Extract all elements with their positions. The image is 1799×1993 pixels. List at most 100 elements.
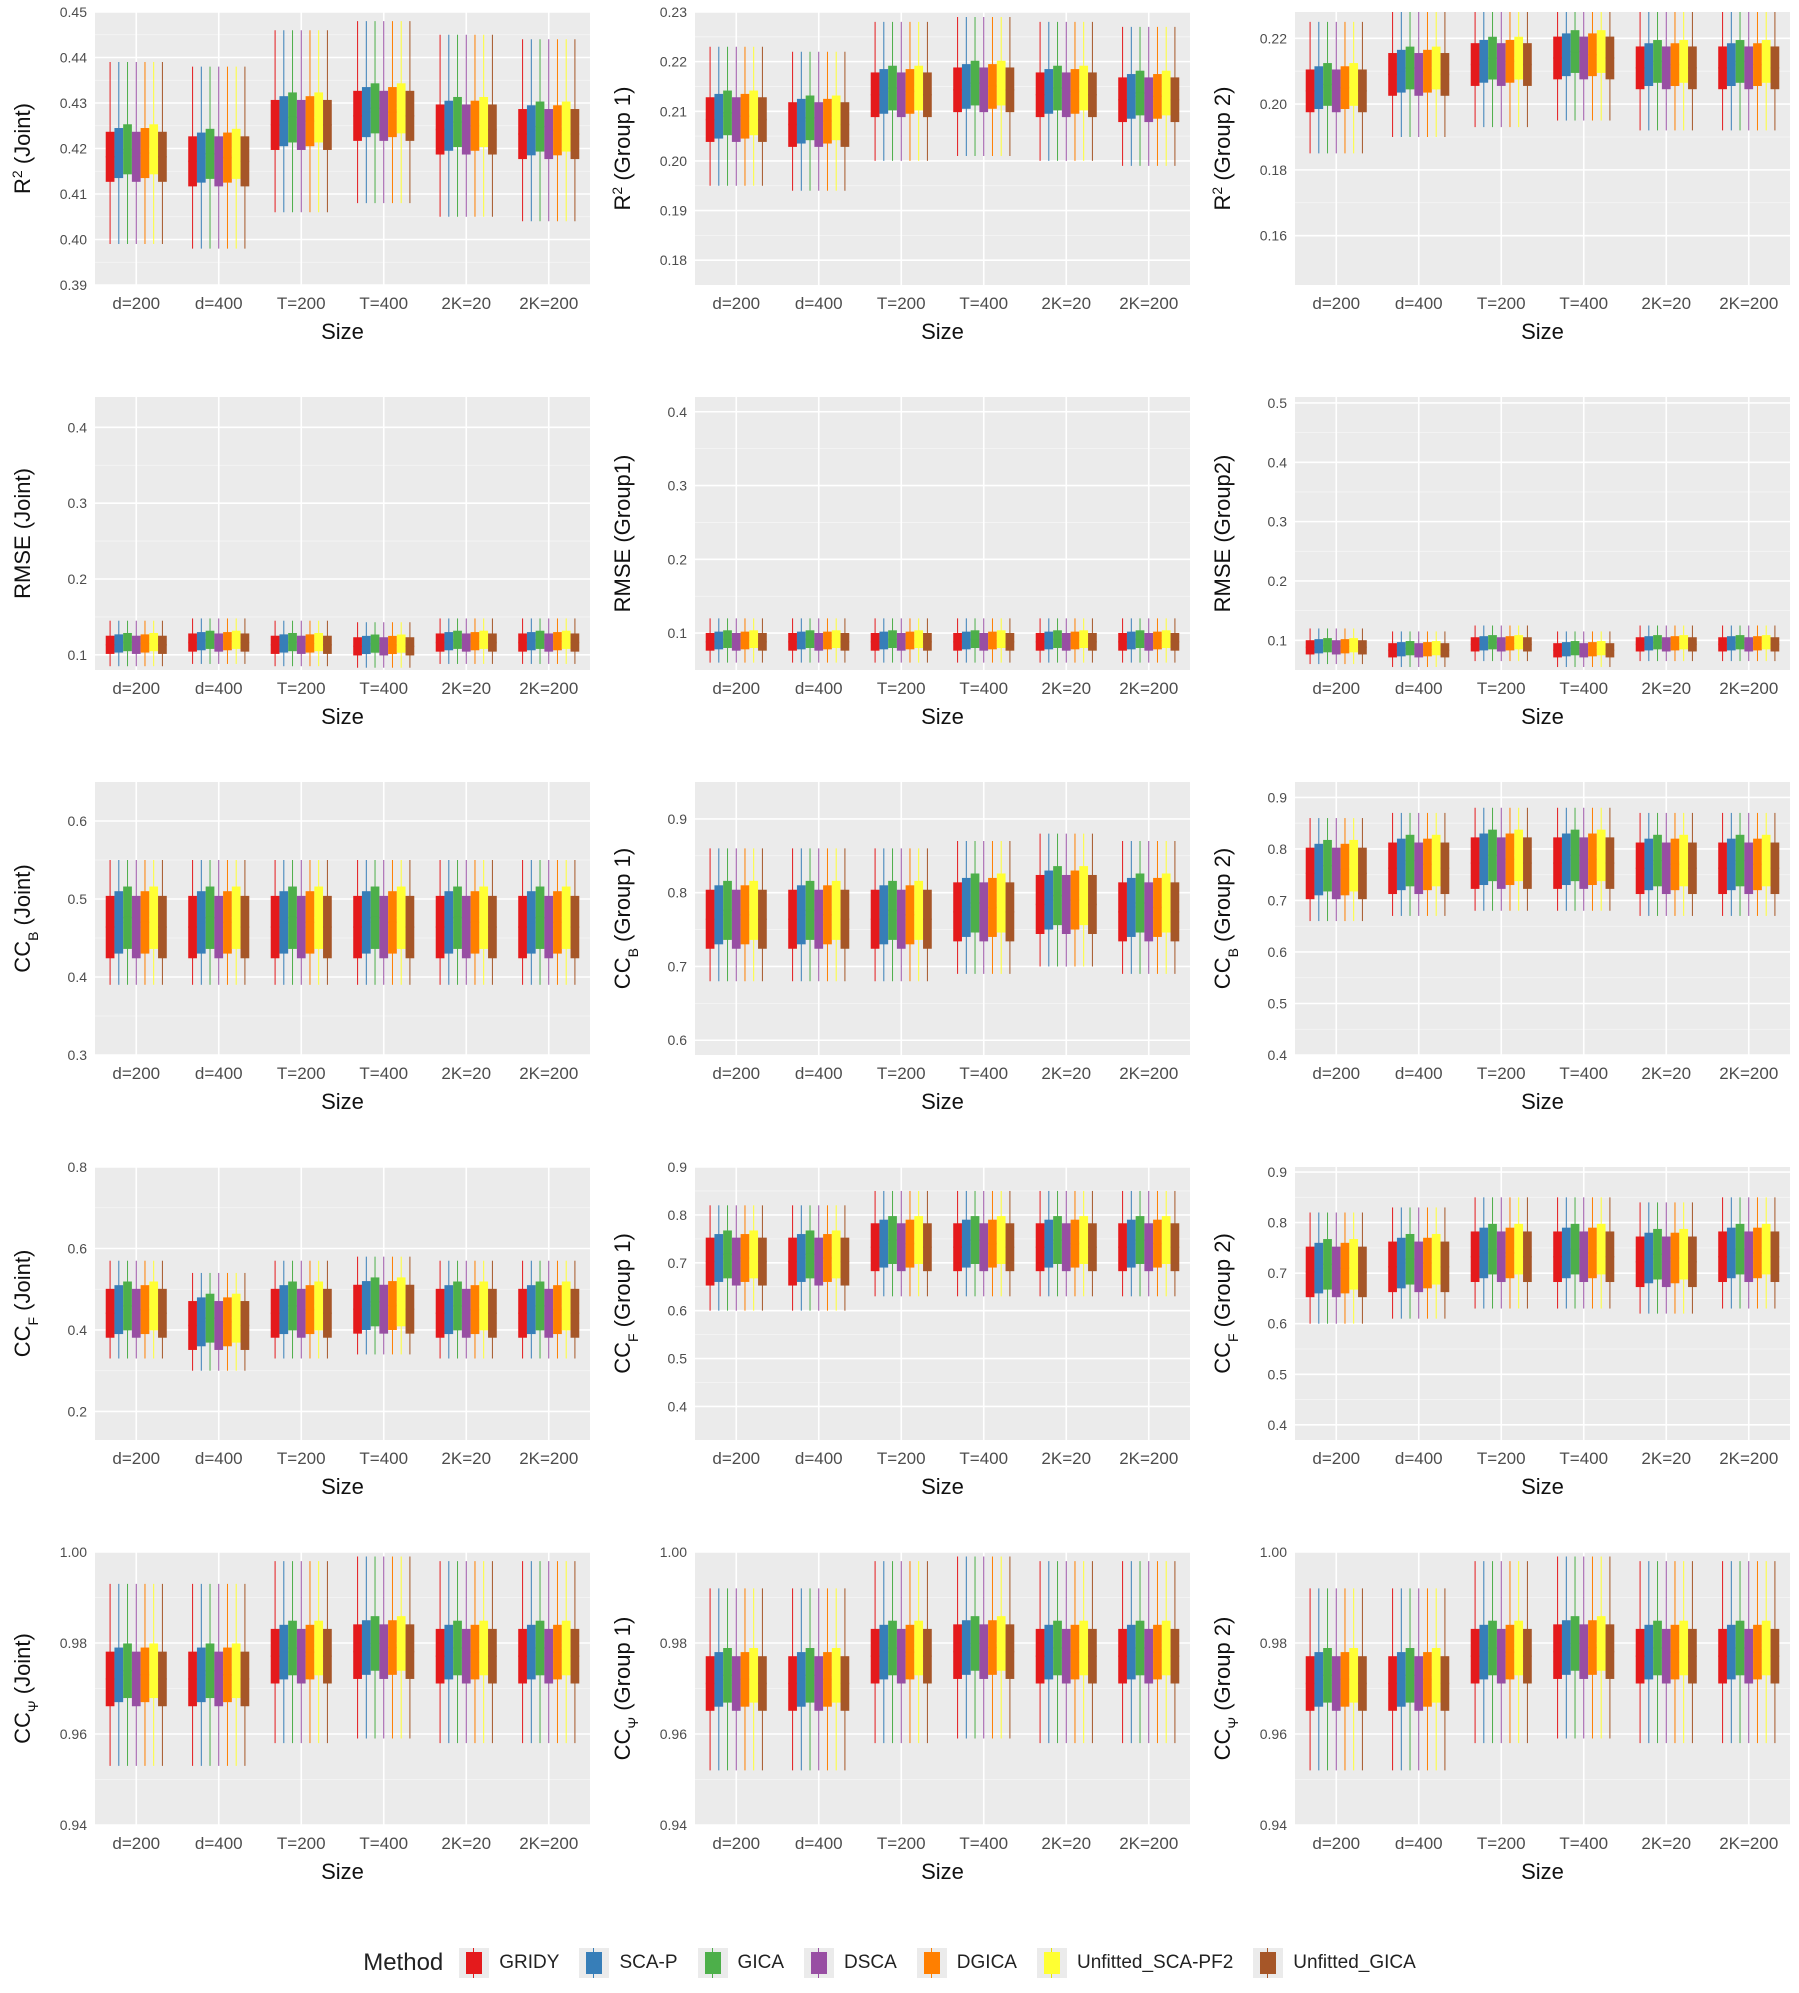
x-axis-title: Size (321, 1859, 364, 1884)
x-tick-label: 2K=200 (519, 679, 578, 698)
y-tick-label: 0.7 (1268, 1265, 1288, 1281)
y-axis-title: RMSE (Group2) (1210, 455, 1235, 613)
legend-key-swatch (1043, 1952, 1060, 1974)
y-tick-label: 0.5 (668, 1351, 688, 1367)
y-tick-label: 0.94 (60, 1817, 87, 1833)
x-tick-label: 2K=200 (1119, 1834, 1178, 1853)
x-tick-label: 2K=20 (441, 294, 491, 313)
plot-background (695, 397, 1190, 670)
x-tick-label: d=400 (1395, 294, 1443, 313)
y-tick-label: 0.1 (668, 625, 688, 641)
x-tick-label: 2K=20 (1641, 679, 1691, 698)
legend-key (1036, 1948, 1067, 1978)
legend-key (804, 1948, 834, 1978)
y-axis-title: CCF (Group 2) (1210, 1233, 1241, 1374)
x-tick-label: 2K=200 (1719, 1834, 1778, 1853)
y-tick-label: 0.23 (660, 4, 687, 20)
y-tick-label: 0.6 (1268, 944, 1288, 960)
y-tick-label: 0.4 (68, 1322, 88, 1338)
x-tick-label: 2K=20 (1641, 1449, 1691, 1468)
y-tick-label: 0.22 (660, 54, 687, 70)
x-tick-label: d=200 (1312, 679, 1360, 698)
x-tick-label: d=200 (712, 1064, 760, 1083)
y-tick-label: 0.8 (668, 1207, 688, 1223)
x-tick-label: 2K=200 (1719, 294, 1778, 313)
y-tick-label: 0.4 (1268, 454, 1288, 470)
legend-label: Unfitted_SCA-PF2 (1076, 1952, 1234, 1973)
y-tick-label: 0.2 (68, 571, 88, 587)
plot-background (95, 782, 590, 1055)
y-tick-label: 0.9 (1268, 1164, 1288, 1180)
y-tick-label: 0.5 (1268, 995, 1288, 1011)
figure-grid: 0.39 0.40 0.41 0.42 0.43 0.44 0.45 d=200 d=400 T=… (9, 4, 1790, 1884)
y-tick-label: 0.7 (668, 958, 688, 974)
y-tick-label: 0.2 (668, 551, 688, 567)
legend-item: Unfitted_GICA (1253, 1948, 1416, 1978)
y-tick-label: 0.8 (1268, 1215, 1288, 1231)
x-tick-label: T=400 (959, 1834, 1008, 1853)
chart-panel: 0.6 0.7 0.8 0.9 d=200 d=400 T=200 T=400 2K=20 2K=… (610, 782, 1190, 1114)
y-axis-title: RMSE (Joint) (10, 468, 35, 599)
legend-key-swatch (466, 1952, 483, 1974)
legend-item: Unfitted_SCA-PF2 (1036, 1948, 1234, 1978)
figure-svg: 0.39 0.40 0.41 0.42 0.43 0.44 0.45 d=200 d=400 T=… (9, 4, 1790, 1884)
y-tick-label: 0.5 (1268, 1366, 1288, 1382)
x-tick-label: 2K=20 (441, 1834, 491, 1853)
x-tick-label: d=400 (1395, 679, 1443, 698)
y-tick-label: 0.98 (660, 1635, 687, 1651)
x-axis-title: Size (1521, 704, 1564, 729)
y-tick-label: 0.41 (60, 186, 87, 202)
y-tick-label: 0.96 (1260, 1726, 1287, 1742)
x-tick-label: d=400 (195, 294, 243, 313)
chart-panel: 0.1 0.2 0.3 0.4 d=200 d=400 T=200 T=400 2K=20 2K=… (10, 397, 590, 729)
x-tick-label: 2K=200 (519, 1834, 578, 1853)
x-tick-label: T=200 (877, 679, 926, 698)
x-axis-title: Size (321, 319, 364, 344)
x-tick-label: 2K=20 (441, 1449, 491, 1468)
x-tick-label: T=400 (359, 1834, 408, 1853)
x-tick-label: d=200 (712, 294, 760, 313)
x-axis-title: Size (1521, 1089, 1564, 1114)
x-tick-label: T=400 (1559, 1834, 1608, 1853)
y-axis-title: R2 (Group 1) (609, 87, 635, 211)
y-tick-label: 1.00 (60, 1544, 87, 1560)
x-axis-title: Size (921, 319, 964, 344)
y-tick-label: 0.16 (1260, 228, 1287, 244)
x-tick-label: T=400 (959, 679, 1008, 698)
y-tick-label: 0.18 (660, 252, 687, 268)
legend-key (697, 1948, 728, 1978)
x-tick-label: T=400 (1559, 294, 1608, 313)
y-tick-label: 0.40 (60, 232, 87, 248)
legend-key-swatch (923, 1952, 940, 1974)
chart-panel: 0.4 0.5 0.6 0.7 0.8 0.9 d=200 d=400 T=200 T=400 2K… (1210, 782, 1790, 1114)
y-tick-label: 0.6 (68, 1240, 88, 1256)
legend-label: DGICA (956, 1952, 1017, 1973)
chart-panel: 0.94 0.96 0.98 1.00 d=200 d=400 T=200 T=400 2K=2… (610, 1544, 1190, 1884)
y-axis-title: R2 (Joint) (9, 103, 35, 194)
legend: Method GRIDY SCA-P GICA DSCA DGICA Unfit… (0, 1938, 1799, 1988)
y-axis-title: R2 (Group 2) (1209, 87, 1235, 211)
x-tick-label: 2K=20 (1641, 294, 1691, 313)
y-tick-label: 0.98 (60, 1635, 87, 1651)
legend-key (1253, 1948, 1284, 1978)
x-tick-label: T=400 (359, 1064, 408, 1083)
y-tick-label: 0.94 (660, 1817, 687, 1833)
y-tick-label: 1.00 (1260, 1544, 1287, 1560)
y-tick-label: 0.3 (1268, 514, 1288, 530)
legend-key (579, 1948, 610, 1978)
y-tick-label: 0.19 (660, 203, 687, 219)
x-tick-label: 2K=200 (1719, 1064, 1778, 1083)
y-tick-label: 0.21 (660, 103, 687, 119)
legend-item: DSCA (804, 1948, 897, 1978)
x-tick-label: T=200 (277, 1834, 326, 1853)
x-tick-label: d=400 (195, 679, 243, 698)
plot-background (1295, 12, 1790, 285)
x-tick-label: T=200 (1477, 1449, 1526, 1468)
x-tick-label: T=400 (359, 294, 408, 313)
plot-background (695, 1167, 1190, 1440)
y-axis-title: CCΨ (Joint) (10, 1633, 41, 1744)
x-tick-label: 2K=200 (1119, 679, 1178, 698)
chart-panel: 0.94 0.96 0.98 1.00 d=200 d=400 T=200 T=400 2K=2… (10, 1544, 590, 1884)
y-tick-label: 0.7 (1268, 892, 1288, 908)
x-tick-label: 2K=200 (1119, 294, 1178, 313)
